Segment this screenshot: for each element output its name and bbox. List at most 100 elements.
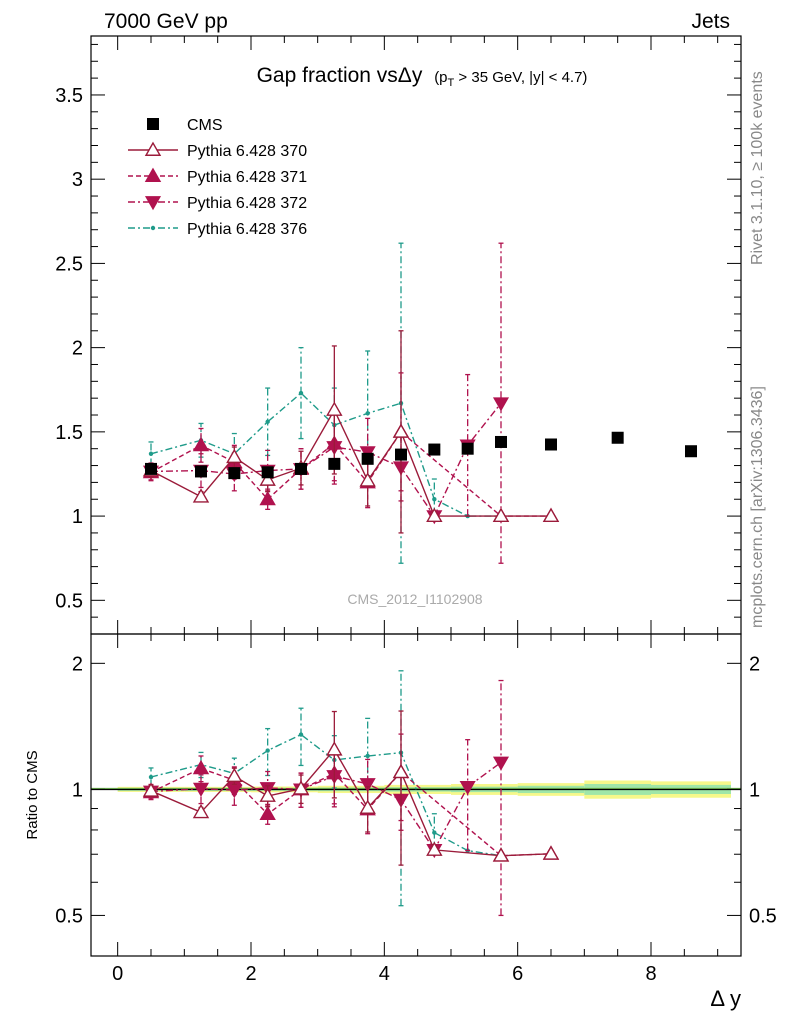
series-line	[150, 767, 552, 857]
data-point	[392, 763, 410, 779]
series-cms	[145, 431, 697, 480]
legend-marker	[147, 118, 159, 130]
legend-marker	[144, 167, 162, 182]
data-point	[542, 845, 560, 860]
legend-label: Pythia 6.428 372	[187, 195, 307, 212]
main-panel: 0.5 1 1.5 2 2.5 3 3.5	[55, 35, 742, 635]
data-point	[226, 448, 243, 464]
ratio-y-tick-label-right: 1	[749, 779, 760, 801]
y-tick-label: 3.5	[55, 85, 83, 107]
series-line	[150, 430, 551, 517]
x-tick-label: 4	[379, 963, 390, 985]
legend-item: CMS	[147, 117, 223, 134]
legend-marker	[144, 141, 162, 156]
header-right: Jets	[691, 10, 730, 33]
ratio-uncertainty-band	[91, 780, 741, 799]
data-point	[392, 423, 410, 438]
data-point	[426, 841, 443, 856]
data-point	[192, 759, 210, 775]
data-point	[295, 462, 307, 475]
series-line	[150, 761, 502, 852]
legend-label: Pythia 6.428 376	[187, 221, 307, 238]
legend-item: Pythia 6.428 371	[128, 167, 307, 186]
y-tick-label: 1.5	[55, 422, 83, 444]
chart-title-sub: (pT > 35 GeV, |y| < 4.7)	[434, 69, 587, 89]
legend-item: Pythia 6.428 372	[128, 195, 307, 212]
data-point	[359, 472, 376, 487]
ratio-y-tick-label-right: 0.5	[749, 905, 777, 927]
series-pythia-6-428-376	[148, 242, 504, 564]
y-tick-label: 2.5	[55, 253, 83, 275]
ratio-y-tick-label: 1	[72, 779, 83, 801]
x-tick-label: 0	[112, 963, 123, 985]
data-point	[326, 401, 343, 416]
data-point	[365, 753, 370, 759]
main-series	[142, 242, 697, 564]
ratio-y-tick-label-right: 2	[749, 653, 760, 675]
mcplots-text: mcplots.cern.ch [arXiv:1306.3436]	[749, 386, 766, 628]
data-point	[428, 443, 441, 456]
data-point	[259, 490, 276, 506]
legend-item: Pythia 6.428 370	[128, 141, 307, 160]
data-point	[259, 471, 276, 486]
main-axis-ticks: 0.5 1 1.5 2 2.5 3 3.5	[55, 36, 741, 635]
data-point	[492, 507, 510, 523]
x-tick-label: 6	[512, 963, 523, 985]
ratio-frame	[90, 633, 742, 957]
data-point	[192, 488, 210, 503]
data-point	[261, 466, 274, 479]
data-point	[432, 830, 437, 835]
data-point	[195, 465, 207, 478]
ratio-series-pythia-6-428-371	[142, 733, 560, 862]
data-point	[359, 778, 376, 793]
x-axis-label: Δ y	[710, 986, 741, 1011]
ratio-axis-ticks: 0 2 4 6 8 0.5 0.5 1 1 2 2	[55, 634, 777, 985]
ratio-series	[142, 670, 560, 917]
x-tick-label: 2	[245, 963, 256, 985]
data-point	[495, 435, 507, 448]
data-point	[298, 732, 304, 737]
chart-title: Gap fraction vsΔy (pT > 35 GeV, |y| < 4.…	[257, 64, 588, 89]
data-point	[461, 442, 474, 455]
series-pythia-6-428-372	[142, 242, 510, 564]
data-point	[259, 805, 276, 821]
series-line	[150, 748, 552, 857]
series-pythia-6-428-370	[142, 330, 560, 534]
data-point	[148, 774, 154, 780]
data-point	[459, 780, 476, 796]
data-point	[611, 431, 624, 444]
y-tick-label: 3	[72, 169, 83, 191]
data-point	[265, 748, 270, 753]
data-point	[359, 799, 376, 814]
ratio-y-axis-label: Ratio to CMS	[24, 750, 41, 839]
data-point	[542, 507, 560, 523]
data-point	[298, 390, 304, 396]
data-point	[326, 741, 343, 756]
data-point	[492, 397, 510, 412]
data-point	[328, 457, 341, 470]
ratio-y-tick-label: 0.5	[55, 905, 83, 927]
y-tick-label: 1	[72, 506, 83, 528]
data-point	[259, 787, 276, 802]
legend-label: Pythia 6.428 371	[187, 169, 307, 186]
legend-label: CMS	[187, 117, 223, 134]
data-point	[492, 847, 510, 862]
data-point	[192, 803, 210, 819]
legend-marker	[144, 196, 162, 211]
data-point	[265, 419, 270, 424]
data-point	[545, 438, 557, 451]
legend-marker	[150, 225, 156, 231]
legend-label: Pythia 6.428 370	[187, 143, 307, 160]
ratio-y-tick-label: 2	[72, 653, 83, 675]
ratio-series-pythia-6-428-370	[142, 710, 560, 866]
y-tick-label: 2	[72, 338, 83, 360]
data-point	[361, 452, 374, 465]
series-line	[150, 392, 501, 517]
chart-title-main: Gap fraction vsΔy	[257, 64, 423, 87]
data-point	[365, 411, 370, 416]
legend: CMS Pythia 6.428 370 Pythia 6.428 371 Pythi…	[128, 117, 307, 238]
data-point	[292, 780, 310, 795]
data-point	[685, 445, 697, 458]
data-point	[492, 756, 510, 771]
